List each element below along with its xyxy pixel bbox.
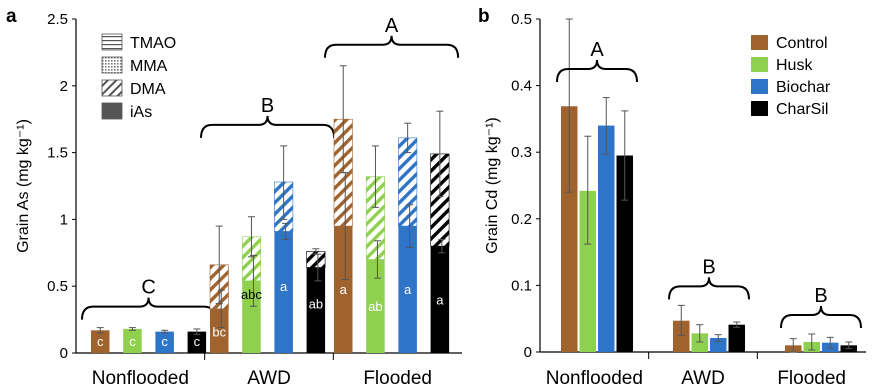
panel-b-category-label: AWD (681, 368, 725, 389)
panel-a-bar-ias (91, 330, 110, 353)
panel-a-bar-ias (242, 280, 261, 353)
panel-a-bar-significance-letter: a (404, 282, 412, 297)
panel-b-label: b (478, 6, 490, 27)
panel-b-group-letter: B (702, 256, 715, 278)
panel-a-legend-label: DMA (130, 81, 166, 98)
panel-b-legend-label: Control (776, 35, 828, 52)
panel-b-group-letter: A (590, 39, 604, 61)
panel-b-y-tick-label: 0 (524, 344, 532, 361)
panel-b-legend-swatch (751, 79, 768, 94)
panel-b-y-tick-label: 0.5 (511, 11, 532, 28)
panel-b-legend-label: Husk (776, 57, 813, 74)
panel-b-legend-label: Biochar (776, 79, 831, 96)
panel-a-chart: 0 0.5 1 1.5 2 2.5 Grain As (mg kg⁻¹) c c c c C Nonfl… (15, 11, 462, 389)
panel-a-label: a (6, 6, 17, 27)
panel-a-bar-ias (430, 246, 450, 353)
panel-a-legend-label: TMAO (130, 35, 176, 52)
panel-b-bar (728, 324, 745, 352)
panel-b-y-axis-label: Grain Cd (mg kg⁻¹) (484, 117, 501, 253)
panel-a-bar-significance-letter: ab (368, 299, 382, 314)
panel-a-y-tick-label: 2 (60, 78, 68, 95)
panel-a-bar-significance-letter: ab (309, 297, 323, 312)
panel-a-bar-ias (366, 259, 385, 353)
panel-a-category-label: Nonflooded (92, 368, 189, 389)
panel-b-y-tick-label: 0.1 (511, 277, 532, 294)
panel-a-bar-significance-letter: c (97, 334, 104, 349)
panel-a-group-brace (81, 297, 217, 320)
panel-b-category-label: Flooded (777, 368, 846, 389)
panel-a-legend-label: MMA (130, 58, 168, 75)
panel-a-bar-significance-letter: a (340, 282, 348, 297)
panel-b-bar (673, 320, 690, 352)
panel-a-legend-swatch (101, 56, 123, 74)
panel-a-category-label: Flooded (363, 368, 432, 389)
panel-b-group-brace (556, 59, 638, 83)
panel-b-chart: 0 0.1 0.2 0.3 0.4 0.5 Grain Cd (mg kg⁻¹) A Nonfl… (484, 11, 866, 389)
panel-a-legend-label: iAs (130, 104, 152, 121)
panel-a-bar-significance-letter: bc (212, 325, 226, 340)
panel-b-group-brace (668, 277, 750, 300)
panel-b-bar (598, 125, 615, 352)
panel-a-bar-significance-letter: c (129, 334, 136, 349)
panel-a-bar-significance-letter: c (161, 334, 168, 349)
panel-a-y-tick-label: 0.5 (47, 278, 68, 295)
panel-a-bar-significance-letter: a (280, 279, 288, 294)
panel-b-bar (691, 333, 708, 352)
panel-b-group-letter: B (814, 285, 827, 307)
panel-b-legend-swatch (751, 101, 768, 116)
panel-a-legend-swatch (101, 79, 123, 97)
panel-a-group-letter: B (261, 95, 274, 117)
panel-a-bar-ias (334, 226, 353, 353)
panel-b-bar (710, 338, 727, 352)
panel-a-bar-ias (306, 267, 326, 353)
panel-a-legend-swatch (101, 102, 123, 120)
panel-a-y-tick-label: 1 (60, 211, 68, 228)
panel-a-group-letter: C (141, 277, 155, 299)
panel-b-y-tick-label: 0.2 (511, 211, 532, 228)
panel-a-y-axis-label: Grain As (mg kg⁻¹) (15, 119, 32, 253)
panel-b-y-tick-label: 0.3 (511, 144, 532, 161)
panel-b-bar (579, 190, 596, 352)
panel-a-bar-ias (155, 331, 174, 353)
panel-a-group-brace (324, 35, 460, 58)
panel-a-bar-significance-letter: a (436, 293, 444, 308)
panel-a-legend-swatch (101, 33, 123, 51)
panel-a-bar-significance-letter: abc (241, 287, 262, 302)
panel-b-legend-label: CharSil (776, 101, 828, 118)
panel-b-legend-swatch (751, 57, 768, 72)
panel-a-y-tick-label: 2.5 (47, 11, 68, 28)
panel-a-y-tick-label: 1.5 (47, 145, 68, 162)
panel-b-legend-swatch (751, 35, 768, 50)
panel-a-bar-ias (274, 231, 293, 353)
panel-a-bar-ias (210, 308, 229, 353)
panel-a-group-brace (200, 115, 336, 138)
panel-a-category-label: AWD (247, 368, 291, 389)
panel-a-group-letter: A (385, 15, 399, 37)
panel-a-bar-ias (398, 226, 417, 353)
panel-b-group-brace (780, 305, 862, 329)
panel-a-bar-significance-letter: c (194, 334, 201, 349)
panel-b-category-label: Nonflooded (546, 368, 643, 389)
panel-a-y-tick-label: 0 (60, 345, 68, 362)
panel-a-bar-ias (187, 331, 207, 353)
panel-b-y-tick-label: 0.4 (511, 78, 532, 95)
panel-a-bar-ias (123, 328, 142, 353)
panel-b-bar (616, 155, 633, 352)
panel-b-bar (561, 106, 578, 352)
